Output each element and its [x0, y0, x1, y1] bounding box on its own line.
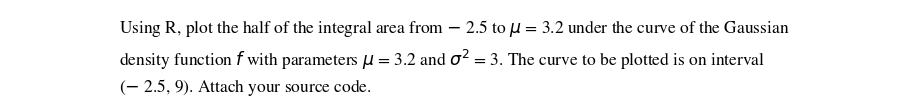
- Text: density function $f$ with parameters $\mu$ = 3.2 and $\sigma^2$ = 3. The curve t: density function $f$ with parameters $\m…: [119, 48, 766, 72]
- Text: Using R, plot the half of the integral area from $-$ 2.5 to $\mu$ = 3.2 under th: Using R, plot the half of the integral a…: [119, 18, 789, 39]
- Text: ($-$ 2.5, 9). Attach your source code.: ($-$ 2.5, 9). Attach your source code.: [119, 77, 372, 98]
